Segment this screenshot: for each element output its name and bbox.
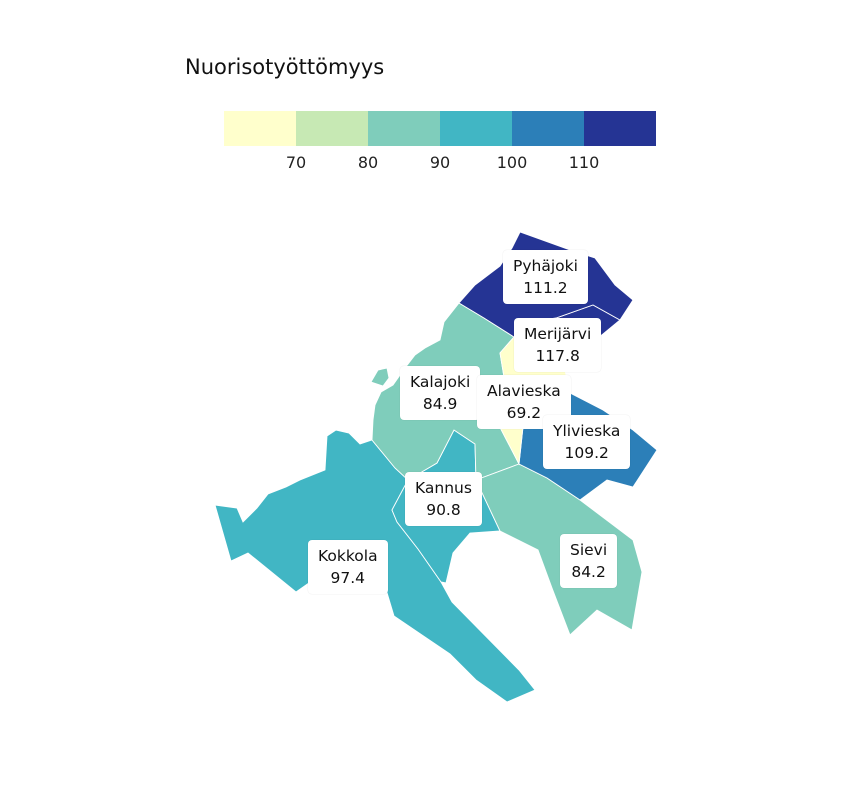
legend-tick: 70 [285, 153, 307, 172]
legend-color-bar [224, 111, 656, 146]
label-ylivieska: Ylivieska 109.2 [543, 415, 631, 469]
region-value: 84.2 [571, 563, 606, 581]
legend-swatch [440, 111, 512, 146]
label-kokkola: Kokkola 97.4 [308, 540, 388, 594]
region-name: Kalajoki [410, 373, 471, 391]
region-name: Merijärvi [524, 325, 592, 343]
region-value: 84.9 [422, 395, 458, 413]
region-value: 117.8 [535, 347, 580, 365]
region-value: 69.2 [506, 404, 542, 422]
region-name: Kannus [415, 479, 472, 497]
label-kannus: Kannus 90.8 [405, 472, 482, 526]
region-value: 111.2 [523, 279, 568, 297]
region-kalajoki-island[interactable] [370, 367, 390, 387]
region-sievi[interactable] [475, 463, 643, 636]
legend-title: Nuorisotyöttömyys [185, 55, 385, 79]
label-sievi: Sievi 84.2 [560, 534, 618, 588]
legend-tick: 110 [568, 153, 600, 172]
legend-swatch [512, 111, 584, 146]
region-name: Alavieska [487, 382, 561, 400]
region-value: 109.2 [564, 444, 609, 462]
legend-swatch [368, 111, 440, 146]
legend-tick: 100 [496, 153, 528, 172]
label-merijarvi: Merijärvi 117.8 [514, 318, 602, 372]
label-pyhajoki: Pyhäjoki 111.2 [503, 250, 588, 304]
legend-swatch [296, 111, 368, 146]
region-name: Kokkola [318, 547, 378, 565]
region-name: Sievi [570, 541, 608, 559]
legend-tick: 80 [357, 153, 379, 172]
region-name: Ylivieska [553, 422, 621, 440]
label-kalajoki: Kalajoki 84.9 [400, 366, 481, 420]
region-value: 90.8 [426, 501, 461, 519]
legend-swatch [224, 111, 296, 146]
region-name: Pyhäjoki [513, 257, 578, 275]
legend-tick: 90 [429, 153, 451, 172]
region-value: 97.4 [330, 569, 366, 587]
legend-swatch [584, 111, 656, 146]
